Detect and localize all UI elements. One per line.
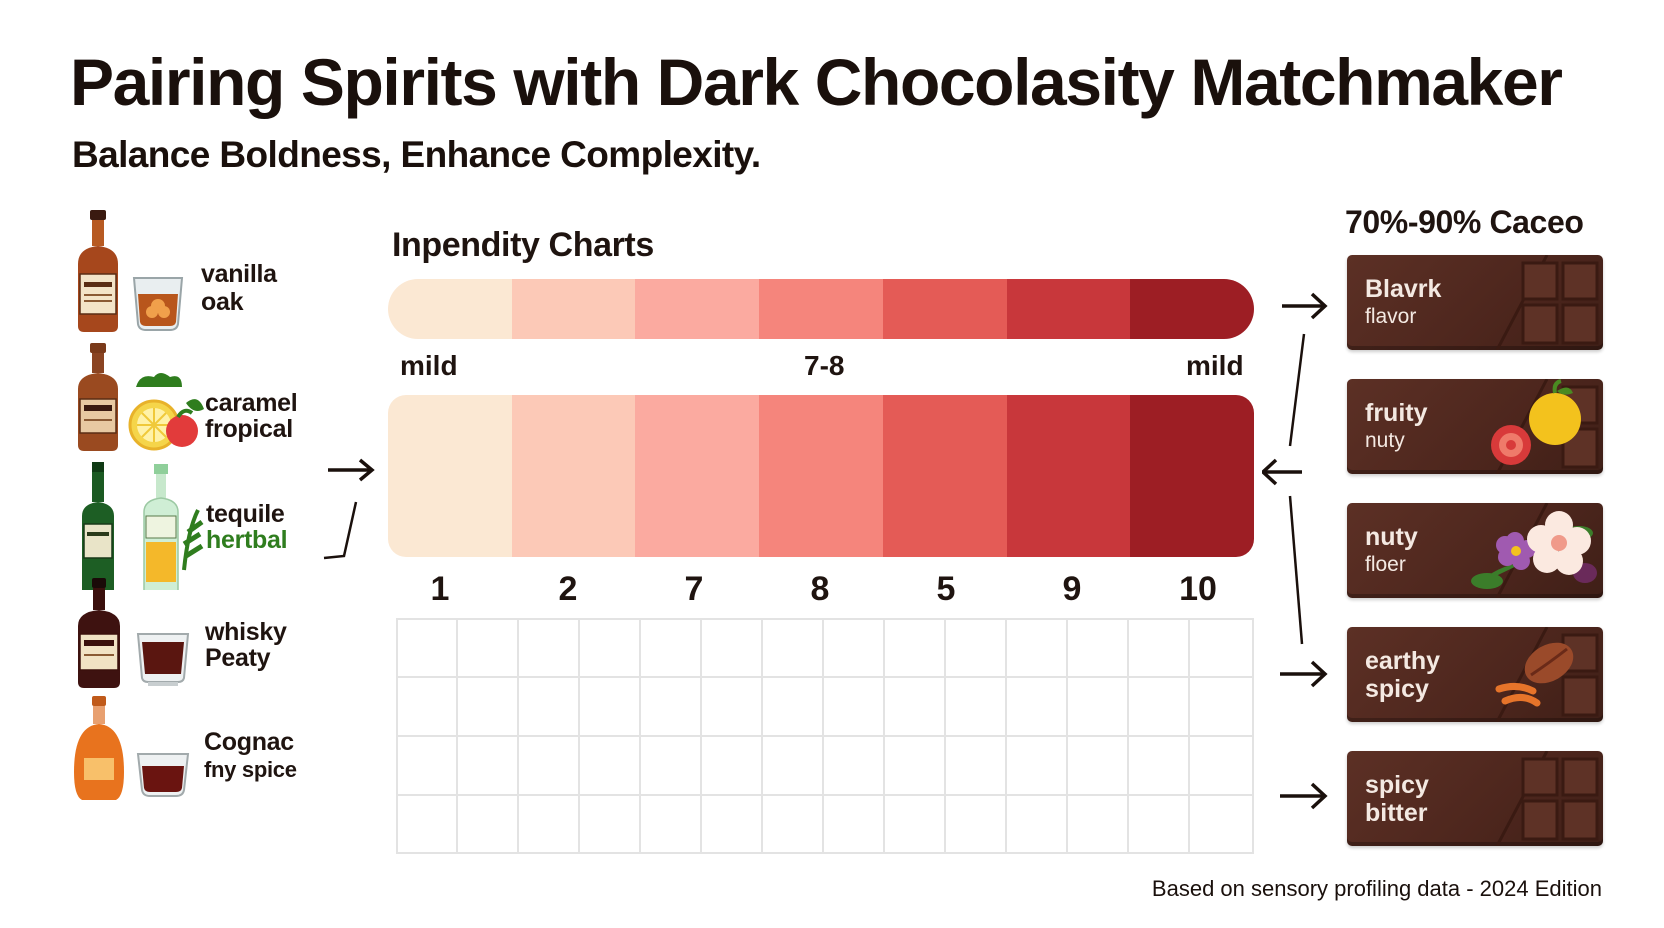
intensity-segment	[635, 395, 760, 557]
cacao-label-line2: bitter	[1365, 799, 1428, 827]
intensity-segment	[1006, 395, 1131, 557]
cacao-bar-nuty-floer: nuty floer	[1347, 503, 1603, 598]
spirit-whisky-peaty: whisky Peaty	[70, 578, 330, 708]
page-subtitle: Balance Boldness, Enhance Complexity.	[72, 134, 761, 175]
spirit-cognac-fny-spice: Cognac fny spice	[70, 696, 330, 826]
page-title: Pairing Spirits with Dark Chocolasity Ma…	[70, 45, 1563, 119]
chart-title: Inpendity Charts	[392, 226, 654, 264]
intensity-segment	[1130, 395, 1254, 557]
spirit-vanilla-oak: vanilla oak	[70, 208, 330, 338]
cacao-bar-fruity-nuty: fruity nuty	[1347, 379, 1603, 474]
intensity-number: 10	[1179, 570, 1217, 608]
intensity-segment	[635, 279, 760, 339]
intensity-segment	[511, 279, 636, 339]
cacao-label-line1: earthy	[1365, 647, 1441, 675]
intensity-number: 9	[1062, 570, 1082, 608]
scale-label-middle: 7-8	[804, 350, 845, 381]
spirit-label-line2: Peaty	[205, 644, 271, 672]
spirit-label-line1: vanilla	[201, 260, 277, 288]
cacao-label-line2: floer	[1365, 553, 1406, 576]
spirit-label-line2: fropical	[205, 415, 293, 443]
spirit-label-line2: fny spice	[204, 757, 297, 782]
spirit-label-line1: whisky	[205, 618, 287, 646]
intensity-segment	[1130, 279, 1254, 339]
chocolate-bar-icon	[1495, 751, 1599, 846]
empty-grid	[396, 618, 1254, 854]
rum-bottle-icon	[78, 343, 204, 451]
cacao-title: 70%-90% Caceo	[1345, 204, 1584, 240]
fruit-icon	[1491, 379, 1599, 474]
cacao-bar-earthy-spicy: earthy spicy	[1347, 627, 1603, 722]
intensity-segment	[882, 395, 1007, 557]
intensity-segment	[882, 279, 1007, 339]
cacao-label-line1: nuty	[1365, 523, 1418, 551]
connector-arrows-right	[1262, 292, 1328, 810]
intensity-bar-thin	[388, 279, 1254, 339]
intensity-segment	[759, 279, 883, 339]
intensity-segment	[759, 395, 883, 557]
scale-label-right: mild	[1186, 350, 1244, 381]
spirit-tequile-hertbal: tequile hertbal	[70, 460, 330, 590]
spirit-label-line2: hertbal	[206, 526, 288, 554]
cacao-label-line1: Blavrk	[1365, 275, 1442, 303]
spirit-label-line1: Cognac	[204, 728, 294, 756]
cacao-label-line1: fruity	[1365, 399, 1428, 427]
bourbon-bottle-icon	[78, 210, 184, 332]
intensity-number: 2	[558, 570, 578, 608]
intensity-segment	[388, 279, 512, 339]
whisky-bottle-icon	[78, 578, 190, 688]
footer-note: Based on sensory profiling data - 2024 E…	[1151, 876, 1602, 901]
intensity-number: 8	[810, 570, 830, 608]
spirit-label-line1: caramel	[205, 389, 298, 417]
spirit-label-line2: oak	[201, 288, 244, 316]
cacao-label-line2: flavor	[1365, 305, 1417, 328]
flower-icon	[1471, 503, 1597, 598]
chocolate-bar-icon	[1495, 255, 1599, 350]
intensity-number: 1	[430, 570, 450, 608]
cacao-bean-icon	[1495, 627, 1599, 722]
cacao-label-line1: spicy	[1365, 771, 1429, 799]
intensity-bar-thick	[388, 395, 1254, 557]
cacao-bar-spicy-bitter: spicy bitter	[1347, 751, 1603, 846]
cacao-label-line2: nuty	[1365, 429, 1405, 452]
spirit-caramel-fropical: caramel fropical	[70, 343, 330, 473]
intensity-segment	[1006, 279, 1131, 339]
cacao-bar-blavrk-flavor: Blavrk flavor	[1347, 255, 1603, 350]
intensity-number: 7	[684, 570, 704, 608]
intensity-segment	[388, 395, 512, 557]
intensity-number: 5	[936, 570, 956, 608]
cognac-bottle-icon	[74, 696, 190, 800]
tequila-bottle-icon	[82, 462, 204, 590]
cacao-label-line2: spicy	[1365, 675, 1429, 703]
spirit-label-line1: tequile	[206, 500, 285, 528]
scale-label-left: mild	[400, 350, 458, 381]
intensity-segment	[511, 395, 636, 557]
connector-arrows-left	[323, 458, 375, 560]
